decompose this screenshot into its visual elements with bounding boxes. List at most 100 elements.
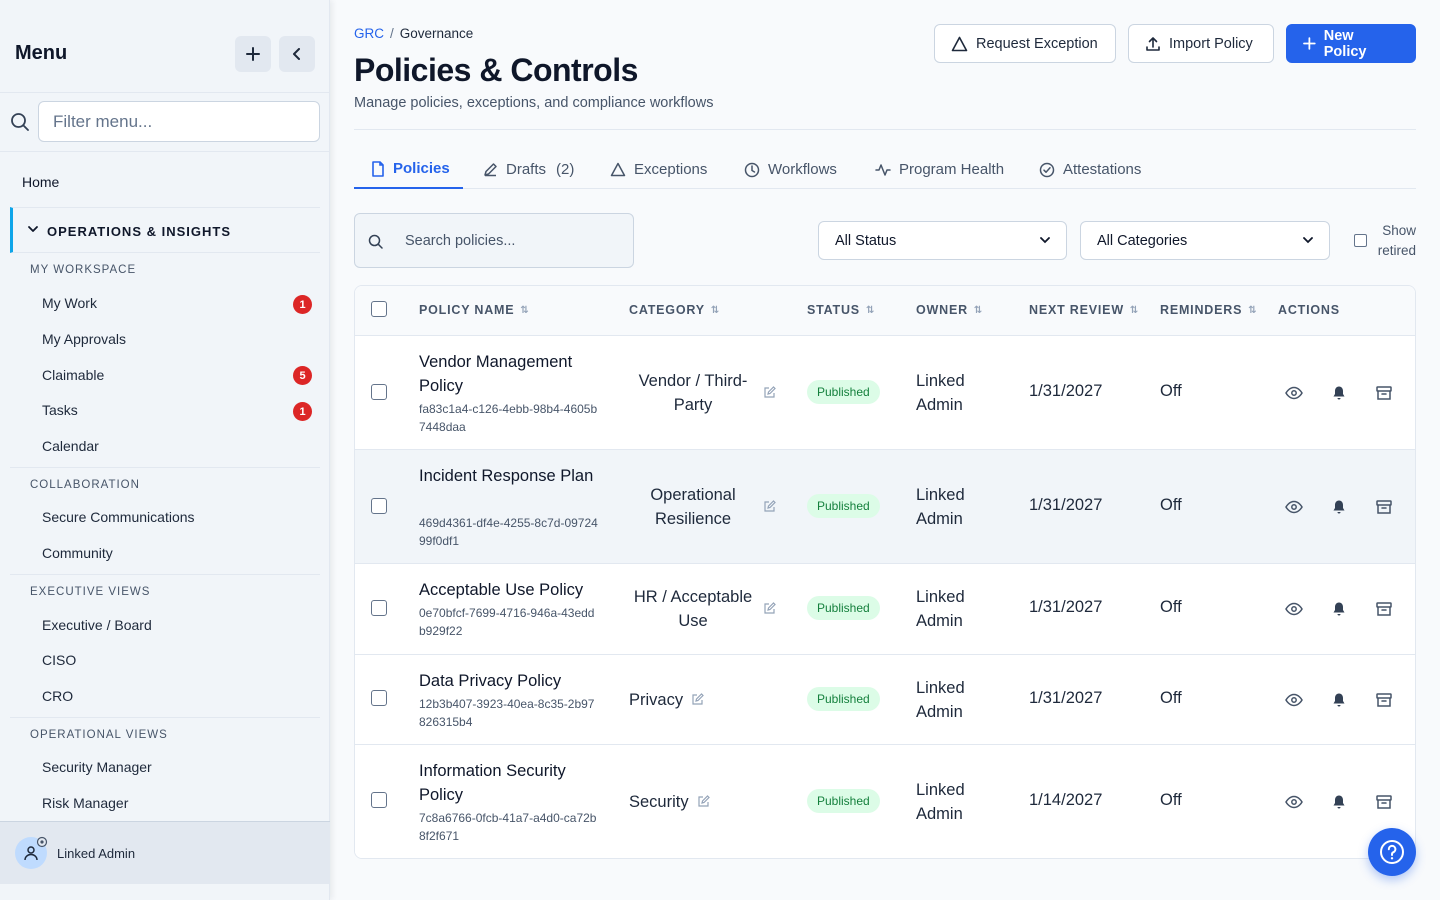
sort-icon: ⇅: [1248, 304, 1257, 316]
column-header-reminders[interactable]: REMINDERS ⇅: [1160, 303, 1257, 317]
row-checkbox[interactable]: [371, 600, 387, 616]
bell-icon[interactable]: [1330, 793, 1348, 811]
show-retired-checkbox[interactable]: [1354, 234, 1367, 247]
divider: [354, 129, 1416, 130]
tab-label: Policies: [393, 160, 450, 177]
column-header-actions: ACTIONS: [1278, 303, 1340, 317]
policy-owner: Linked Admin: [916, 486, 965, 528]
bell-icon[interactable]: [1330, 498, 1348, 516]
tab-attestations[interactable]: Attestations: [1039, 150, 1141, 189]
tab-policies[interactable]: Policies: [354, 150, 463, 189]
policy-search-input[interactable]: [405, 229, 625, 253]
sidebar-item-executive-board[interactable]: Executive / Board: [42, 617, 152, 633]
column-label: STATUS: [807, 303, 860, 317]
sidebar-item-community[interactable]: Community: [42, 545, 113, 561]
next-review-date: 1/14/2027: [1029, 791, 1103, 809]
import-policy-button[interactable]: Import Policy: [1128, 24, 1274, 63]
eye-icon[interactable]: [1285, 600, 1303, 618]
page-title: Policies & Controls: [354, 52, 638, 88]
sidebar-item-risk-manager[interactable]: Risk Manager: [42, 795, 129, 811]
user-icon: [24, 846, 38, 861]
policy-name[interactable]: Data Privacy Policy: [419, 672, 562, 690]
sidebar-item-my-approvals[interactable]: My Approvals: [42, 331, 127, 347]
eye-icon[interactable]: [1285, 691, 1303, 709]
breadcrumb-link-grc[interactable]: GRC: [354, 26, 384, 41]
column-header-policy-name[interactable]: POLICY NAME ⇅: [419, 303, 529, 317]
tab-bar: Policies Drafts (2) Exceptions Workflows…: [354, 150, 1416, 189]
column-header-category[interactable]: CATEGORY ⇅: [629, 303, 719, 317]
bell-icon[interactable]: [1330, 600, 1348, 618]
policy-owner: Linked Admin: [916, 781, 965, 823]
add-menu-button[interactable]: [235, 36, 271, 72]
user-footer[interactable]: Linked Admin: [0, 821, 330, 884]
section-my-workspace: MY WORKSPACE: [30, 264, 137, 276]
divider: [10, 717, 320, 718]
row-checkbox[interactable]: [371, 690, 387, 706]
help-button[interactable]: [1368, 828, 1416, 876]
edit-icon[interactable]: [763, 602, 776, 615]
collapse-sidebar-button[interactable]: [279, 36, 315, 72]
sidebar-item-security-manager[interactable]: Security Manager: [42, 759, 152, 775]
policy-name[interactable]: Information Security Policy: [419, 762, 566, 804]
new-policy-button[interactable]: New Policy: [1286, 24, 1416, 63]
edit-icon[interactable]: [763, 386, 776, 399]
column-label: NEXT REVIEW: [1029, 303, 1124, 317]
sidebar-item-ciso[interactable]: CISO: [42, 652, 77, 668]
sidebar-item-tasks[interactable]: Tasks: [42, 402, 78, 418]
sort-icon: ⇅: [865, 304, 875, 316]
policy-name[interactable]: Incident Response Plan: [419, 467, 594, 485]
sidebar-item-secure-communications[interactable]: Secure Communications: [42, 509, 195, 525]
sidebar-item-home[interactable]: Home: [22, 174, 60, 190]
sidebar-group-operations-insights[interactable]: OPERATIONS & INSIGHTS: [10, 207, 320, 253]
chevron-left-icon: [293, 48, 300, 60]
policy-search-box[interactable]: [354, 213, 634, 268]
sidebar-item-my-work[interactable]: My Work: [42, 295, 97, 311]
sidebar-item-cro[interactable]: CRO: [42, 688, 74, 704]
breadcrumb-separator: /: [390, 26, 394, 41]
tab-program-health[interactable]: Program Health: [875, 150, 1004, 189]
sort-icon: ⇅: [520, 304, 529, 316]
column-header-next-review[interactable]: NEXT REVIEW ⇅: [1029, 303, 1138, 317]
policy-id: 12b3b407-3923-40ea-8c35-2b97826315b4: [419, 697, 595, 729]
archive-icon[interactable]: [1375, 600, 1393, 618]
archive-icon[interactable]: [1375, 691, 1393, 709]
sidebar-item-claimable[interactable]: Claimable: [42, 367, 105, 383]
edit-icon[interactable]: [691, 693, 704, 706]
show-retired-label: Show retired: [1377, 223, 1416, 258]
eye-icon[interactable]: [1285, 793, 1303, 811]
select-all-checkbox[interactable]: [371, 301, 387, 317]
tab-label: Workflows: [768, 161, 837, 178]
policy-name[interactable]: Vendor Management Policy: [419, 353, 573, 395]
row-checkbox[interactable]: [371, 498, 387, 514]
tab-exceptions[interactable]: Exceptions: [610, 150, 707, 189]
edit-icon[interactable]: [763, 500, 776, 513]
table-header: POLICY NAME ⇅ CATEGORY ⇅ STATUS ⇅ OWNER ⇅ NE…: [355, 286, 1415, 336]
divider: [0, 151, 330, 152]
archive-icon[interactable]: [1375, 498, 1393, 516]
policy-owner: Linked Admin: [916, 372, 965, 414]
edit-icon[interactable]: [697, 795, 710, 808]
archive-icon[interactable]: [1375, 384, 1393, 402]
status-select[interactable]: All Status: [818, 221, 1067, 260]
bell-icon[interactable]: [1330, 384, 1348, 402]
request-exception-button[interactable]: Request Exception: [934, 24, 1116, 63]
column-header-owner[interactable]: OWNER ⇅: [916, 303, 982, 317]
status-badge: Published: [807, 494, 880, 518]
policy-name[interactable]: Acceptable Use Policy: [419, 581, 584, 599]
row-checkbox[interactable]: [371, 384, 387, 400]
sidebar-item-calendar[interactable]: Calendar: [42, 438, 99, 454]
column-header-status[interactable]: STATUS ⇅: [807, 303, 874, 317]
policy-category: Privacy: [629, 691, 684, 709]
sidebar-group-label: OPERATIONS & INSIGHTS: [47, 224, 231, 239]
row-checkbox[interactable]: [371, 792, 387, 808]
eye-icon[interactable]: [1285, 498, 1303, 516]
category-select[interactable]: All Categories: [1080, 221, 1330, 260]
bell-icon[interactable]: [1330, 691, 1348, 709]
eye-icon[interactable]: [1285, 384, 1303, 402]
archive-icon[interactable]: [1375, 793, 1393, 811]
file-icon: [372, 160, 384, 177]
filter-menu-input[interactable]: [38, 101, 320, 142]
breadcrumb: GRC / Governance: [354, 26, 473, 41]
tab-workflows[interactable]: Workflows: [744, 150, 837, 189]
tab-drafts[interactable]: Drafts (2): [483, 150, 574, 189]
